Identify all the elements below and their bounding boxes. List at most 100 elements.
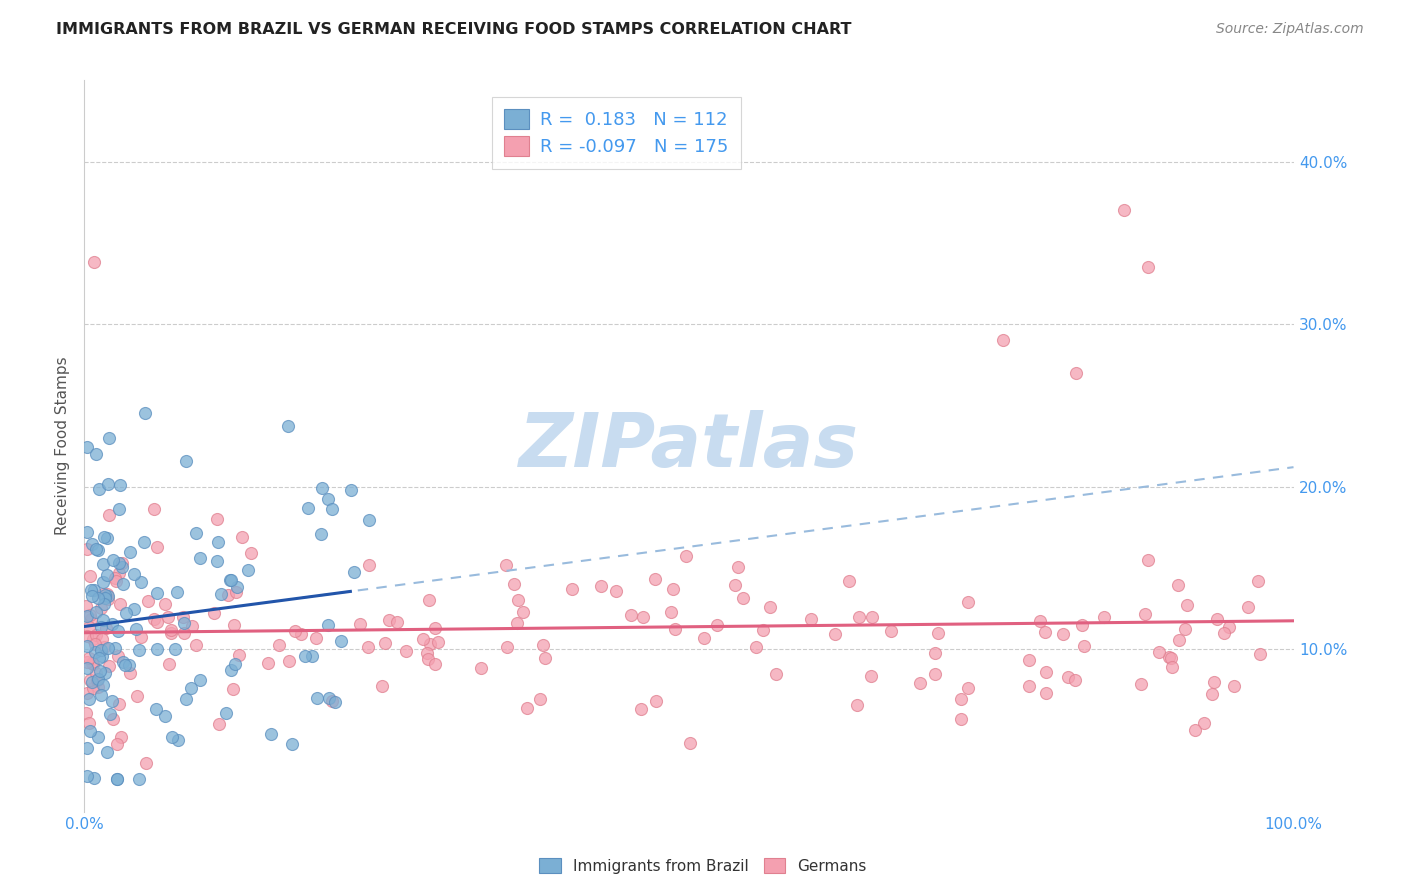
Point — [374, 636, 396, 650]
Point — [531, 639, 554, 653]
Point — [76, 769, 98, 783]
Point — [281, 737, 304, 751]
Point — [1147, 645, 1170, 659]
Point — [205, 512, 228, 526]
Point — [105, 737, 128, 751]
Point — [845, 698, 868, 712]
Legend: R =  0.183   N = 112, R = -0.097   N = 175: R = 0.183 N = 112, R = -0.097 N = 175 — [492, 96, 741, 169]
Point — [76, 655, 98, 669]
Point — [143, 612, 166, 626]
Point — [318, 690, 340, 705]
Point — [135, 756, 157, 770]
Point — [1218, 619, 1240, 633]
Point — [202, 606, 225, 620]
Point — [297, 500, 319, 515]
Point — [225, 585, 247, 599]
Point — [107, 566, 129, 580]
Point — [329, 633, 352, 648]
Point — [219, 573, 242, 587]
Point — [605, 583, 627, 598]
Point — [87, 672, 110, 686]
Point — [142, 502, 165, 516]
Point — [222, 682, 245, 697]
Point — [1206, 612, 1229, 626]
Point — [1246, 574, 1268, 588]
Point — [1133, 607, 1156, 621]
Point — [675, 549, 697, 563]
Point — [620, 608, 643, 623]
Point — [134, 407, 156, 421]
Point — [79, 608, 101, 623]
Point — [173, 625, 195, 640]
Point — [76, 608, 98, 623]
Point — [1168, 632, 1191, 647]
Point — [880, 624, 903, 638]
Point — [128, 772, 150, 787]
Point — [269, 638, 291, 652]
Point — [1201, 687, 1223, 701]
Point — [145, 615, 167, 629]
Point — [101, 553, 124, 567]
Point — [110, 478, 132, 492]
Point — [706, 617, 728, 632]
Point — [82, 657, 104, 672]
Point — [108, 556, 131, 570]
Point — [311, 526, 333, 541]
Point — [118, 665, 141, 680]
Point — [418, 593, 440, 607]
Point — [90, 643, 112, 657]
Point — [307, 690, 329, 705]
Point — [94, 591, 117, 605]
Point — [215, 706, 238, 720]
Point — [79, 723, 101, 738]
Point — [645, 694, 668, 708]
Point — [104, 574, 127, 588]
Point — [172, 610, 194, 624]
Point — [993, 334, 1015, 348]
Point — [127, 689, 149, 703]
Point — [924, 667, 946, 681]
Point — [1064, 366, 1087, 380]
Point — [93, 597, 115, 611]
Point — [387, 615, 409, 630]
Point — [1129, 677, 1152, 691]
Point — [659, 605, 682, 619]
Point — [1029, 614, 1052, 628]
Point — [631, 610, 654, 624]
Point — [259, 727, 281, 741]
Point — [163, 642, 186, 657]
Point — [94, 588, 117, 602]
Point — [316, 618, 339, 632]
Point — [155, 709, 177, 723]
Point — [79, 715, 101, 730]
Point — [343, 566, 366, 580]
Point — [82, 589, 104, 603]
Point — [160, 626, 183, 640]
Point — [84, 605, 107, 619]
Point — [357, 513, 380, 527]
Point — [470, 661, 492, 675]
Point — [1092, 610, 1115, 624]
Point — [321, 502, 343, 516]
Point — [83, 645, 105, 659]
Point — [1057, 670, 1080, 684]
Point — [1035, 665, 1057, 679]
Point — [416, 652, 439, 666]
Point — [82, 656, 104, 670]
Point — [90, 601, 112, 615]
Point — [503, 576, 526, 591]
Point — [516, 701, 538, 715]
Point — [207, 535, 229, 549]
Point — [316, 491, 339, 506]
Point — [134, 534, 156, 549]
Point — [107, 648, 129, 663]
Point — [357, 640, 380, 655]
Point — [112, 655, 135, 669]
Point — [120, 545, 142, 559]
Text: ZIPatlas: ZIPatlas — [519, 409, 859, 483]
Point — [107, 697, 129, 711]
Point — [908, 676, 931, 690]
Point — [692, 631, 714, 645]
Point — [1035, 625, 1057, 640]
Point — [87, 650, 110, 665]
